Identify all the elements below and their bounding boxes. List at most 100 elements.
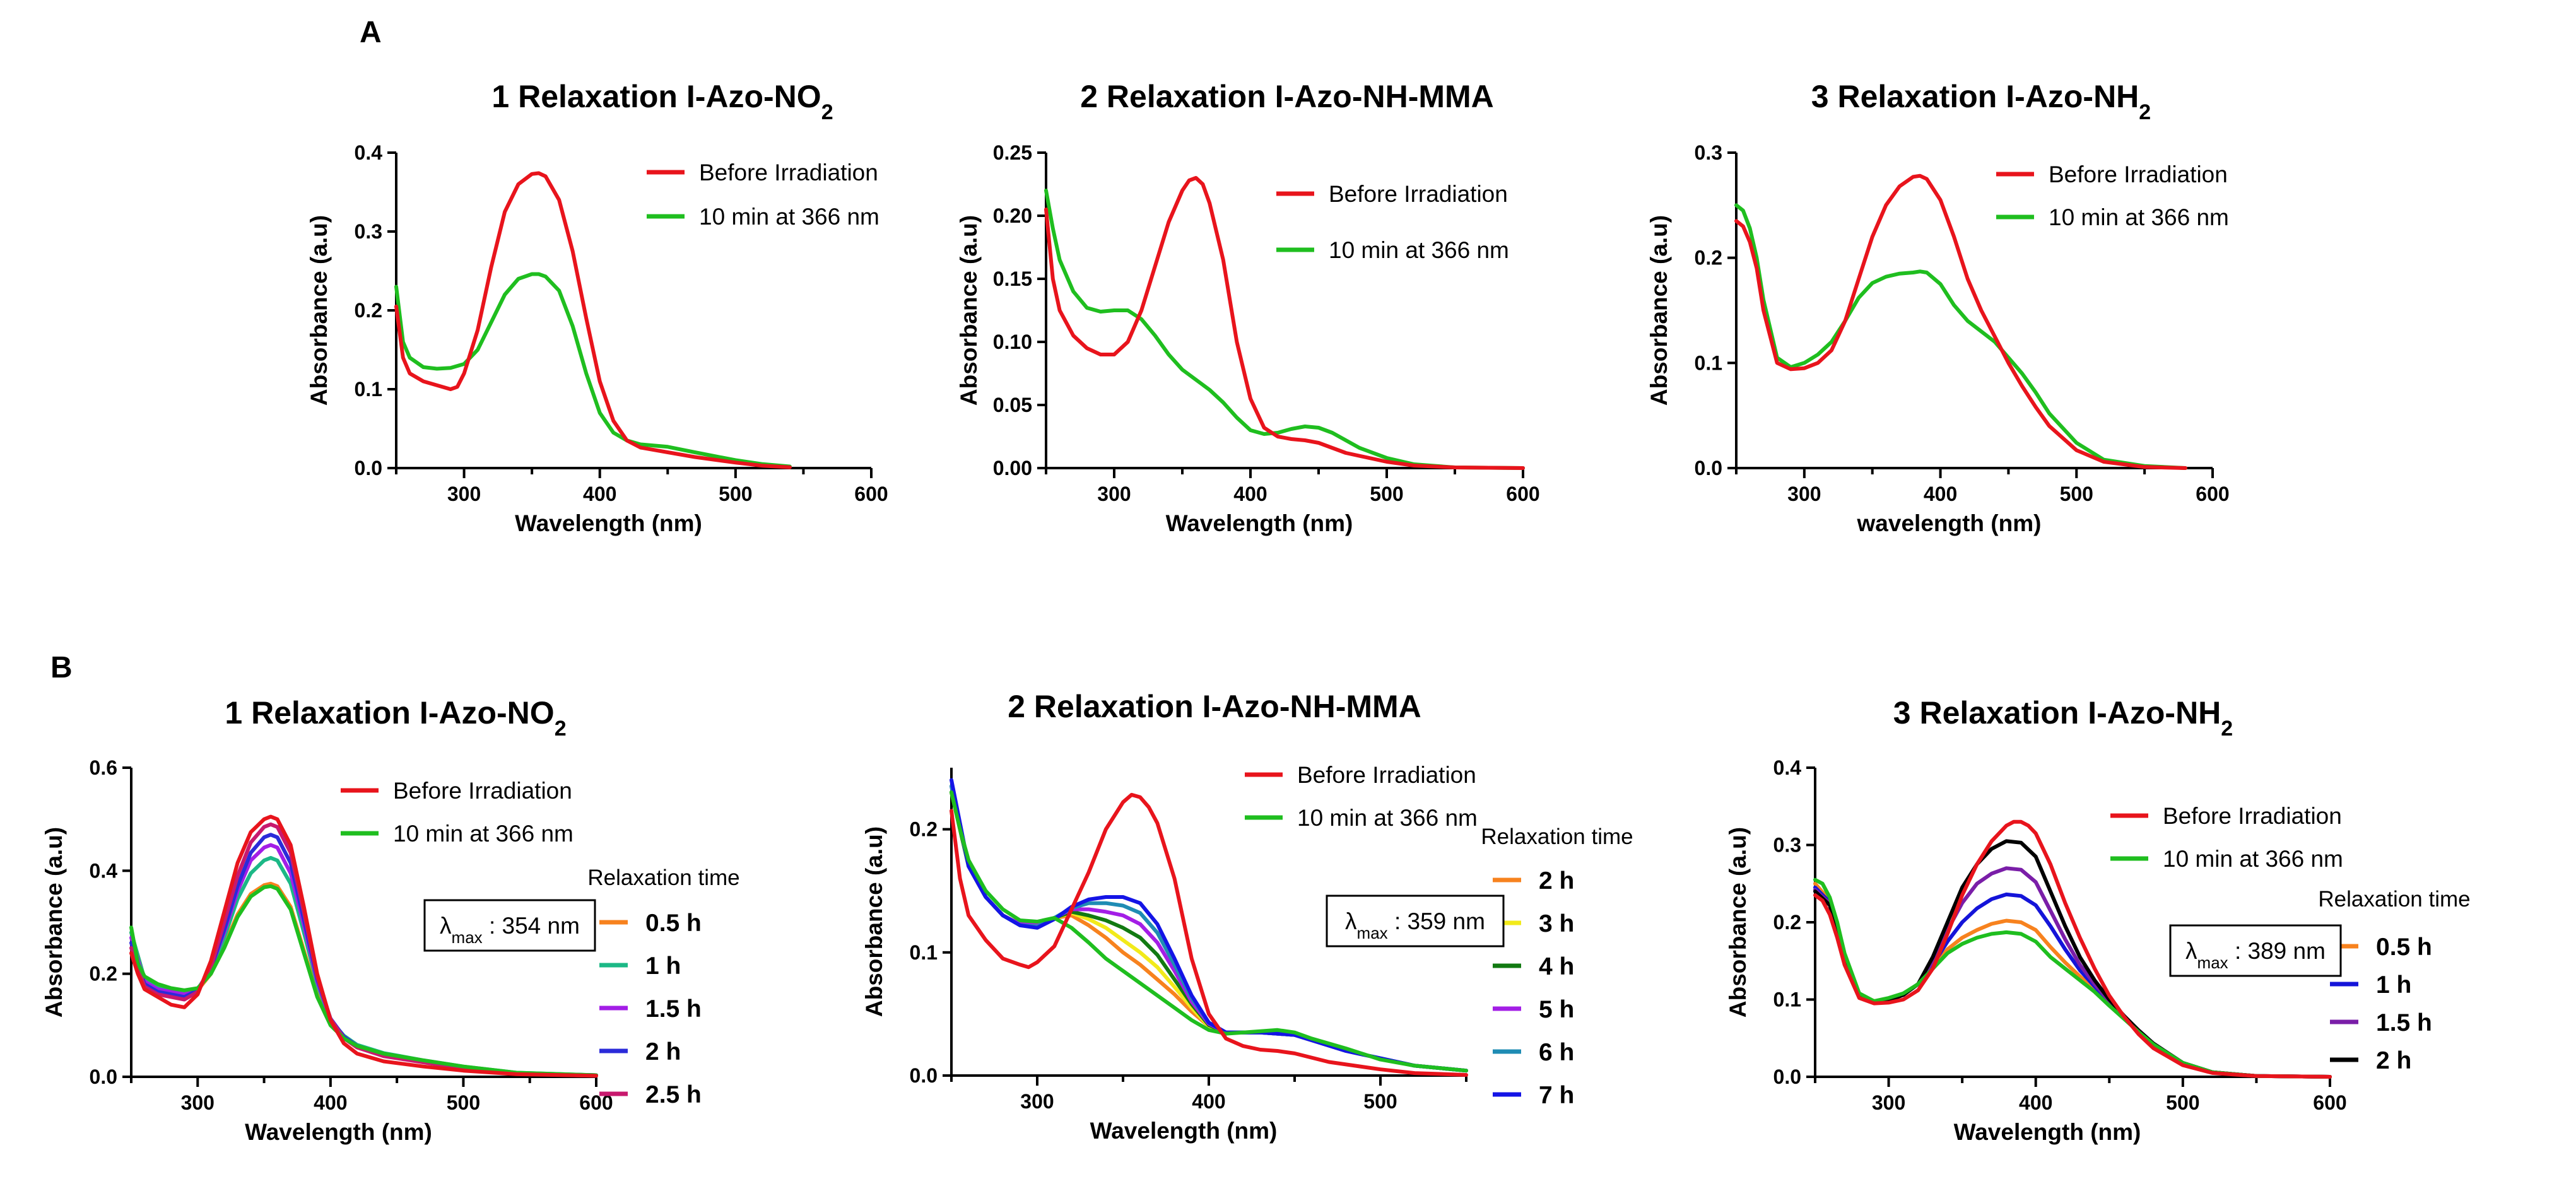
panel-letter-b: B [50, 651, 73, 684]
y-tick-label: 0.1 [355, 378, 382, 401]
chart-title: 2 Relaxation I-Azo-NH-MMA [1080, 79, 1494, 114]
chart-6: 3 Relaxation I-Azo-NH2 0.0 0.1 0.2 0.3 0.4 300… [1725, 695, 2471, 1145]
y-tick-label: 0.00 [993, 457, 1032, 479]
x-tick-label: 400 [2019, 1091, 2052, 1114]
x-tick-label: 500 [1370, 483, 1403, 505]
series-line-10-min-at-366-nm [1734, 203, 2187, 470]
y-tick-label: 0.0 [1695, 457, 1722, 479]
x-tick-label: 400 [1192, 1090, 1225, 1113]
charts-group: 1 Relaxation I-Azo-NO2 0.0 0.1 0.2 0.3 0.4 300… [41, 79, 2471, 1145]
legend-entry: 10 min at 366 nm [2049, 204, 2229, 230]
y-axis-label: Absorbance (a.u) [956, 215, 982, 406]
x-tick-label: 400 [314, 1091, 347, 1114]
series-line-before-irradiation [129, 814, 598, 1078]
lambda-max-box [423, 899, 596, 952]
x-tick-label: 300 [1787, 483, 1821, 505]
chart-4: 1 Relaxation I-Azo-NO2 0.0 0.2 0.4 0.6 300 400… [41, 695, 740, 1145]
y-tick-label: 0.1 [1773, 988, 1801, 1011]
legend-entry: Before Irradiation [1329, 181, 1508, 207]
relaxation-entry: 1.5 h [2376, 1009, 2432, 1036]
series-line-before-irradiation [1044, 176, 1525, 470]
lambda-max-label: λmax : 354 nm [440, 913, 580, 947]
series-line-7-h [950, 778, 1468, 1073]
y-tick-label: 0.0 [355, 457, 382, 479]
legend-entry: Before Irradiation [1297, 762, 1476, 788]
y-axis-label: Absorbance (a.u) [41, 827, 67, 1018]
relaxation-entry: 2 h [1539, 867, 1574, 895]
series-line-10-min-at-366-nm [1044, 189, 1525, 470]
y-tick-label: 0.2 [90, 963, 117, 985]
relaxation-entry: 1 h [645, 953, 681, 980]
x-tick-label: 400 [1924, 483, 1957, 505]
y-tick-label: 0.20 [993, 204, 1032, 227]
y-tick-label: 0.4 [90, 859, 118, 882]
legend-entry: 10 min at 366 nm [699, 204, 879, 230]
chart-title: 2 Relaxation I-Azo-NH-MMA [1008, 689, 1421, 724]
series-line-2-h [129, 833, 598, 1077]
chart-title: 1 Relaxation I-Azo-NO2 [225, 695, 566, 741]
series-line-1-h [129, 855, 598, 1077]
x-axis-label: Wavelength (nm) [245, 1119, 432, 1145]
y-tick-label: 0.25 [993, 141, 1032, 164]
relaxation-entry: 6 h [1539, 1039, 1574, 1066]
relaxation-entry: 1.5 h [645, 995, 702, 1023]
x-tick-label: 300 [181, 1091, 215, 1114]
y-tick-label: 0.2 [910, 818, 938, 841]
relaxation-entry: 0.5 h [645, 910, 702, 937]
x-tick-label: 600 [2313, 1091, 2346, 1114]
relaxation-time-title: Relaxation time [587, 865, 739, 890]
x-tick-label: 500 [2060, 483, 2093, 505]
x-tick-label: 300 [447, 483, 481, 505]
relaxation-entry: 4 h [1539, 953, 1574, 980]
y-tick-label: 0.0 [1773, 1065, 1801, 1088]
series-line-before-irradiation [394, 171, 792, 469]
y-tick-label: 0.2 [1695, 247, 1722, 269]
y-tick-label: 0.10 [993, 331, 1032, 353]
y-tick-label: 0.3 [1695, 141, 1722, 164]
chart-2: 2 Relaxation I-Azo-NH-MMA 0.00 0.05 0.10 0.1… [956, 79, 1540, 536]
chart-3: 3 Relaxation I-Azo-NH2 0.0 0.1 0.2 0.3 300 400… [1646, 79, 2230, 536]
y-axis-label: Absorbance (a.u) [1725, 827, 1751, 1018]
series-line-0-5-h [1813, 881, 2332, 1079]
legend-entry: 10 min at 366 nm [1329, 237, 1509, 263]
x-tick-label: 300 [1872, 1091, 1905, 1114]
legend-entry: Before Irradiation [2163, 803, 2342, 829]
legend-entry: 10 min at 366 nm [1297, 805, 1478, 831]
x-axis-label: Wavelength (nm) [1954, 1119, 2141, 1145]
x-axis-label: Wavelength (nm) [1166, 510, 1353, 536]
series-line-10-min-at-366-nm [394, 272, 792, 469]
x-axis-label: Wavelength (nm) [515, 510, 702, 536]
y-axis-label: Absorbance (a.u) [1646, 215, 1672, 406]
y-tick-label: 0.1 [1695, 351, 1722, 374]
lambda-max-box [1326, 895, 1505, 947]
y-tick-label: 0.3 [355, 220, 382, 243]
x-axis-label: wavelength (nm) [1857, 510, 2042, 536]
lambda-max-label: λmax : 389 nm [2185, 938, 2326, 972]
y-tick-label: 0.2 [1773, 911, 1801, 934]
x-tick-label: 600 [2196, 483, 2229, 505]
relaxation-entry: 5 h [1539, 996, 1574, 1023]
y-tick-label: 0.2 [355, 299, 382, 322]
x-tick-label: 500 [1363, 1090, 1397, 1113]
legend-entry: 10 min at 366 nm [2163, 846, 2343, 872]
relaxation-entry: 0.5 h [2376, 934, 2432, 961]
x-tick-label: 600 [854, 483, 888, 505]
series-line-10-min-at-366-nm [950, 790, 1468, 1073]
series-line-before-irradiation [950, 792, 1468, 1077]
series-line-10-min-at-366-nm [1813, 877, 2332, 1079]
y-tick-label: 0.4 [355, 141, 383, 164]
panel-letter-a: A [360, 16, 382, 49]
x-tick-label: 400 [583, 483, 616, 505]
relaxation-time-title: Relaxation time [1481, 824, 1633, 849]
y-tick-label: 0.0 [910, 1064, 938, 1087]
y-tick-label: 0.0 [90, 1065, 117, 1088]
x-tick-label: 500 [719, 483, 752, 505]
y-tick-label: 0.05 [993, 394, 1032, 416]
x-axis-label: Wavelength (nm) [1090, 1118, 1278, 1144]
chart-title: 1 Relaxation I-Azo-NO2 [491, 79, 833, 124]
legend-entry: 10 min at 366 nm [393, 821, 573, 847]
legend-entry: Before Irradiation [699, 160, 878, 185]
x-tick-label: 500 [2166, 1091, 2199, 1114]
series-line-before-irradiation [1734, 173, 2187, 470]
